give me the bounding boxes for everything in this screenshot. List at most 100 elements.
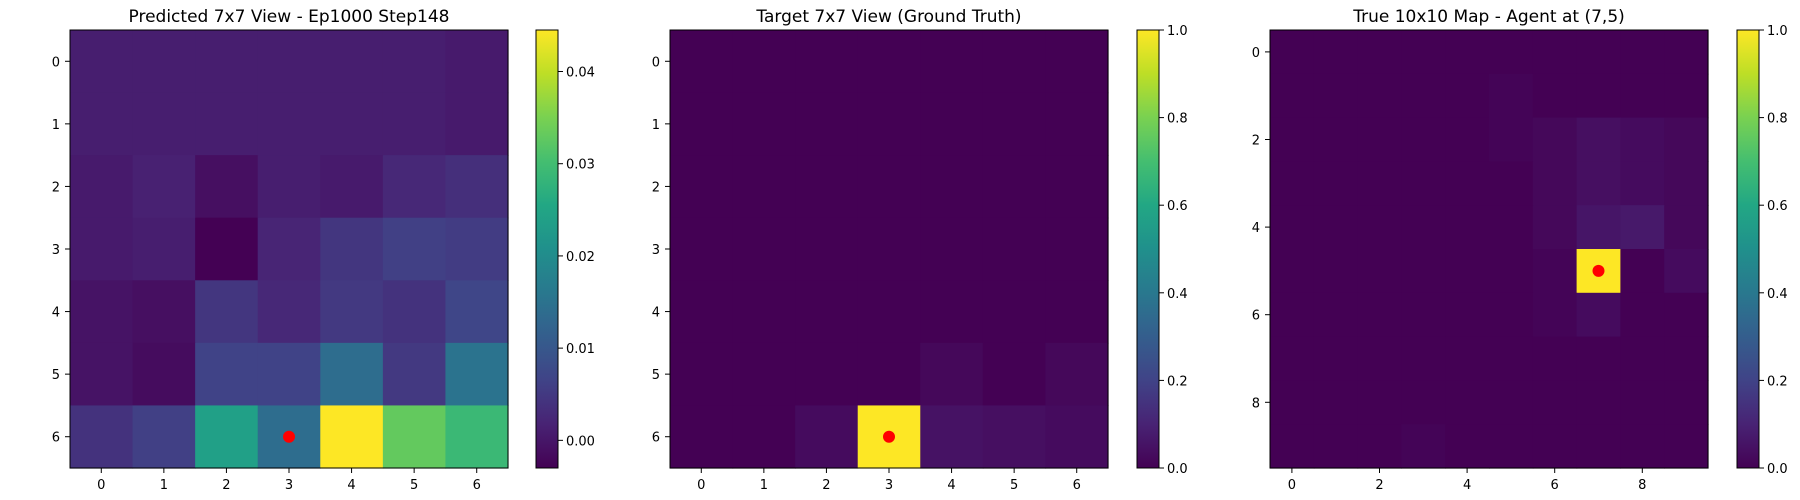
heatmap-cell [1270, 30, 1315, 75]
x-tick-label: 5 [410, 478, 418, 493]
heatmap-cell [1357, 336, 1402, 381]
heatmap-cell [1045, 155, 1109, 219]
heatmap-cell [1620, 249, 1665, 294]
x-tick-label: 4 [947, 478, 955, 493]
y-tick-label: 5 [52, 368, 60, 383]
heatmap-cell [1357, 380, 1402, 425]
heatmap-cell [1532, 117, 1578, 162]
heatmap-cell [1270, 73, 1315, 119]
heatmap-cell [1401, 161, 1446, 206]
y-tick-label: 2 [1252, 134, 1260, 149]
heatmap-cell [1313, 205, 1359, 250]
heatmap-cell [70, 92, 134, 156]
heatmap-cell [1620, 380, 1665, 425]
heatmap-cell [1532, 161, 1578, 206]
heatmap-cell [1357, 249, 1402, 294]
heatmap-cell [1313, 380, 1359, 425]
heatmap-cell [195, 155, 259, 219]
y-tick-label: 6 [52, 431, 60, 446]
heatmap-cell [320, 280, 384, 344]
x-tick-label: 0 [97, 478, 105, 493]
heatmap-cell [670, 30, 734, 94]
heatmap-cell [1576, 424, 1621, 469]
heatmap-cell [670, 155, 734, 219]
heatmap-cell [1576, 205, 1621, 250]
heatmap-cell [320, 217, 384, 281]
heatmap-cell [320, 405, 384, 469]
heatmap-cell [445, 155, 509, 219]
heatmap-cell [1445, 73, 1490, 119]
heatmap-cell [70, 217, 134, 281]
heatmap-cell [1489, 73, 1534, 119]
heatmap-cell [1045, 405, 1109, 469]
colorbar-tick-label: 0.8 [1767, 112, 1788, 127]
heatmap-cell [320, 155, 384, 219]
colorbar-tick-label: 1.0 [1767, 24, 1788, 39]
heatmap-cell [1445, 292, 1490, 338]
colorbar-tick-label: 0.8 [1167, 112, 1188, 127]
heatmap-cell [382, 155, 447, 219]
heatmap-cell [382, 92, 447, 156]
heatmap-cell [445, 30, 509, 94]
heatmap-cell [1270, 424, 1315, 469]
heatmap-cell [195, 217, 259, 281]
heatmap-cell [920, 217, 984, 281]
heatmap-cell [1270, 249, 1315, 294]
colorbar-tick-label: 0.0 [1167, 462, 1188, 477]
x-tick-label: 5 [1010, 478, 1018, 493]
x-tick-label: 2 [822, 478, 830, 493]
heatmap-cell [1489, 292, 1534, 338]
heatmap-cell [1357, 424, 1402, 469]
colorbar-tick-label: 0.2 [1167, 374, 1188, 389]
heatmap-cell [1664, 161, 1709, 206]
heatmap-cell [1532, 380, 1578, 425]
heatmap-cell [1489, 161, 1534, 206]
heatmap-cell [382, 405, 447, 469]
panel-title: Target 7x7 View (Ground Truth) [755, 7, 1021, 27]
heatmap-cell [732, 217, 796, 281]
colorbar-tick-label: 1.0 [1167, 24, 1188, 39]
heatmap-cell [857, 217, 921, 281]
heatmap-cell [982, 342, 1047, 407]
colorbar [536, 30, 558, 468]
heatmap-cell [70, 342, 134, 407]
heatmap-cell [1576, 380, 1621, 425]
heatmap-cell [445, 217, 509, 281]
heatmap-cell [857, 92, 921, 156]
heatmap-cell [1445, 30, 1490, 75]
heatmap-cell [257, 342, 321, 407]
x-tick-label: 8 [1638, 478, 1646, 493]
heatmap-cell [1045, 280, 1109, 344]
heatmap-cell [795, 155, 859, 219]
heatmap-cell [857, 155, 921, 219]
heatmap-panel-1: Predicted 7x7 View - Ep1000 Step148 0 1 2 3 4… [52, 7, 595, 493]
heatmap-cell [670, 405, 734, 469]
y-tick-label: 0 [1252, 46, 1260, 61]
heatmap-cell [70, 280, 134, 344]
colorbar-tick-label: 0.01 [566, 342, 595, 357]
heatmap-cell [1270, 336, 1315, 381]
heatmap-cell [1270, 205, 1315, 250]
heatmap-cell [1313, 30, 1359, 75]
heatmap-cell [920, 342, 984, 407]
heatmap-cell [1270, 292, 1315, 338]
heatmap-cell [1620, 205, 1665, 250]
heatmap-cell [1357, 161, 1402, 206]
heatmap-cell [795, 342, 859, 407]
y-tick-label: 4 [1252, 221, 1260, 236]
heatmap-panel-3: True 10x10 Map - Agent at (7,5) 0 2 4 6 8 0 2 4 6… [1252, 7, 1788, 493]
heatmap-cell [732, 155, 796, 219]
heatmap-cell [195, 30, 259, 94]
heatmap-cell [732, 342, 796, 407]
heatmap-cell [920, 405, 984, 469]
x-tick-label: 1 [160, 478, 168, 493]
x-tick-label: 1 [760, 478, 768, 493]
agent-marker [883, 430, 895, 443]
heatmap-cell [670, 92, 734, 156]
heatmap-cell [1313, 117, 1359, 162]
heatmap-cell [1620, 73, 1665, 119]
heatmap-cell [1270, 117, 1315, 162]
panel-title: Predicted 7x7 View - Ep1000 Step148 [129, 7, 450, 27]
heatmap-cell [732, 405, 796, 469]
